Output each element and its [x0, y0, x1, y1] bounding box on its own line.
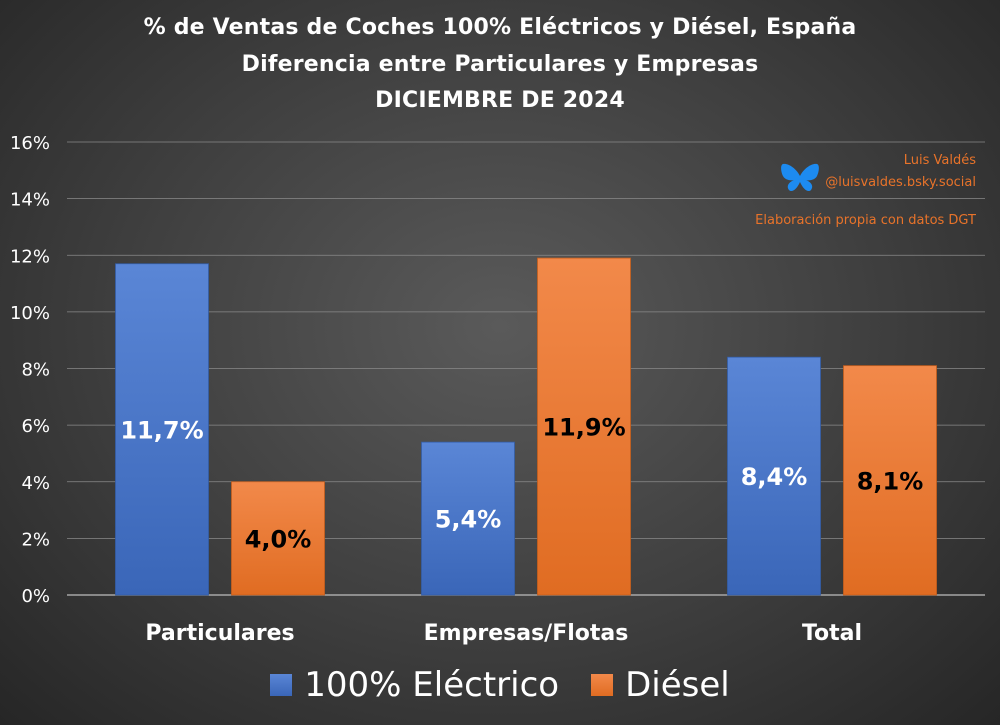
legend-swatch-diesel	[591, 674, 614, 696]
y-tick-label: 4%	[21, 473, 50, 494]
data-label: 4,0%	[245, 525, 312, 553]
credit-handle: @luisvaldes.bsky.social	[825, 175, 976, 190]
chart-subtitle: Diferencia entre Particulares y Empresas	[241, 52, 759, 77]
legend-label-diesel: Diésel	[625, 665, 730, 705]
y-tick-label: 12%	[10, 246, 50, 267]
chart-title: % de Ventas de Coches 100% Eléctricos y …	[143, 15, 857, 40]
legend-label-electric: 100% Eléctrico	[304, 665, 560, 705]
y-tick-label: 0%	[21, 586, 50, 607]
x-category-label: Total	[802, 621, 862, 646]
legend-swatch-electric	[270, 674, 293, 696]
data-label: 11,9%	[542, 414, 625, 442]
y-tick-label: 10%	[10, 303, 50, 324]
credit-source: Elaboración propia con datos DGT	[755, 213, 976, 228]
x-category-label: Empresas/Flotas	[424, 621, 629, 646]
bar-electric	[115, 263, 209, 596]
bar-diesel	[231, 481, 325, 596]
plot-area: 0% 2% 4% 6% 8% 10% 12% 14% 16% 11,7% 4,0% Particula…	[10, 133, 985, 646]
data-label: 8,1%	[857, 467, 924, 495]
y-tick-label: 2%	[21, 529, 50, 550]
chart-date: DICIEMBRE DE 2024	[375, 88, 625, 113]
chart-legend: 100% Eléctrico Diésel	[0, 665, 1000, 705]
x-category-label: Particulares	[145, 621, 294, 646]
legend-item-diesel: Diésel	[591, 665, 730, 705]
data-label: 11,7%	[120, 416, 203, 444]
bar-electric	[727, 356, 821, 596]
y-tick-label: 6%	[21, 416, 50, 437]
y-tick-label: 8%	[21, 360, 50, 381]
y-tick-label: 14%	[10, 190, 50, 211]
bar-diesel	[843, 365, 937, 596]
data-label: 5,4%	[435, 506, 502, 534]
bar-electric	[421, 441, 515, 596]
credit-author: Luis Valdés	[903, 153, 976, 168]
data-label: 8,4%	[741, 463, 808, 491]
bar-diesel	[537, 257, 631, 596]
legend-item-electric: 100% Eléctrico	[270, 665, 559, 705]
bluesky-butterfly-icon	[781, 163, 819, 192]
y-tick-label: 16%	[10, 133, 50, 154]
